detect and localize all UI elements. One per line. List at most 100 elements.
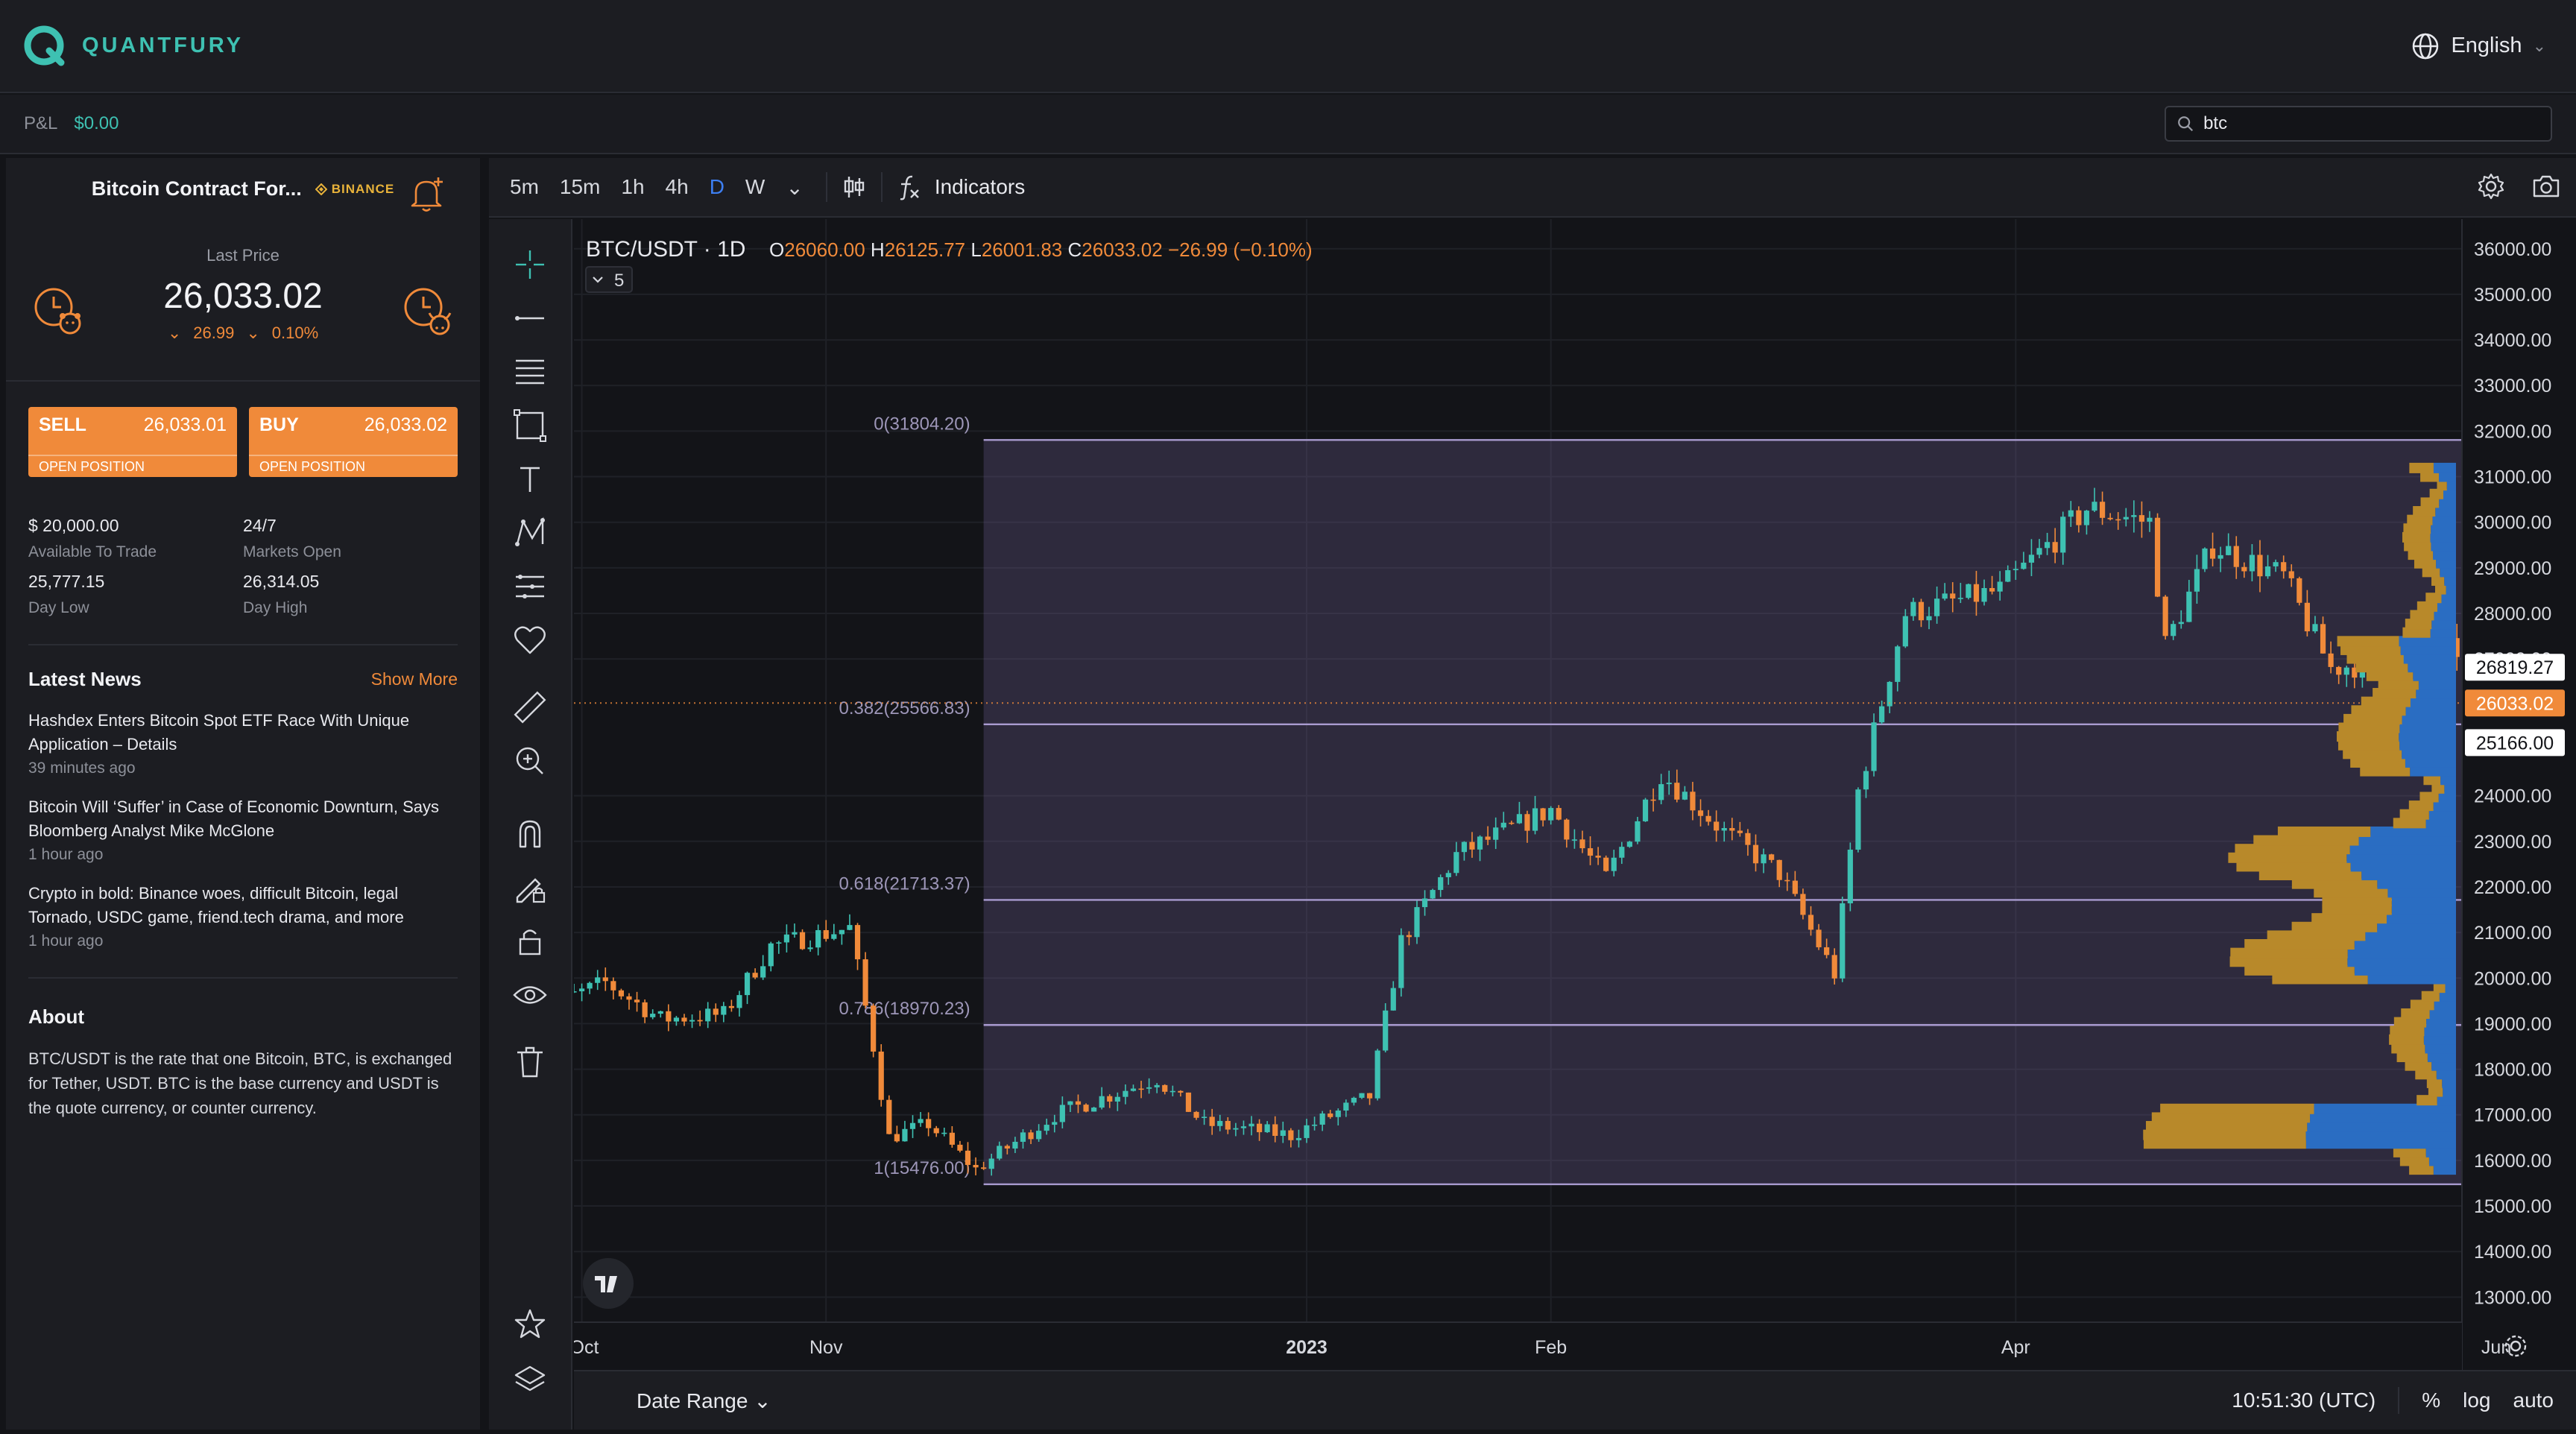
indicators-label: Indicators: [934, 175, 1026, 198]
price-chart[interactable]: RLZZone de Dead Cat BounceRLZ 0(31804.20…: [574, 219, 2576, 1370]
forecast-icon[interactable]: [510, 566, 550, 607]
candle-body: [1123, 1090, 1128, 1097]
candle-body: [634, 999, 640, 1002]
time-axis[interactable]: OctNov2023FebAprJunAugSepNov2024: [574, 1258, 2576, 1370]
candle-body: [1233, 1128, 1239, 1130]
zoom-in-icon[interactable]: [510, 741, 550, 781]
candle-body: [1942, 593, 1948, 599]
price-badge: [2465, 689, 2565, 717]
camera-icon[interactable]: [2531, 171, 2561, 201]
vp-bar-sell: [2414, 558, 2437, 569]
candle-body: [1800, 894, 1806, 915]
rectangle-icon[interactable]: [510, 405, 550, 446]
pattern-icon[interactable]: [510, 513, 550, 553]
vp-bar-buy: [2391, 904, 2456, 915]
lock-icon[interactable]: [510, 921, 550, 961]
timeframe-4h[interactable]: 4h: [665, 175, 689, 198]
candle-body: [894, 1134, 900, 1142]
auto-scale-toggle[interactable]: auto: [2513, 1389, 2554, 1412]
vp-bar-sell: [2389, 1034, 2424, 1045]
candle-body: [2083, 511, 2090, 525]
account-bar: P&L $0.00: [0, 95, 2576, 154]
price-badge-label: 26819.27: [2476, 657, 2554, 678]
settings-gear-icon[interactable]: [2476, 171, 2506, 201]
sell-bear-button[interactable]: [28, 282, 88, 341]
language-selector[interactable]: English ⌄: [2411, 31, 2554, 61]
magnet-icon[interactable]: [510, 814, 550, 854]
timeframe-15m[interactable]: 15m: [559, 175, 601, 198]
vp-bar-buy: [2377, 878, 2456, 889]
lock-drawing-icon[interactable]: [510, 868, 550, 908]
vp-bar-sell: [2423, 774, 2441, 786]
ruler-icon[interactable]: [510, 687, 550, 727]
vp-bar-sell: [2160, 1103, 2314, 1114]
text-icon[interactable]: [510, 459, 550, 499]
log-scale-toggle[interactable]: log: [2463, 1389, 2491, 1412]
vp-bar-sell: [2361, 696, 2411, 707]
star-icon[interactable]: [510, 1304, 550, 1345]
show-more-link[interactable]: Show More: [370, 669, 458, 689]
vp-bar-sell: [2366, 670, 2414, 681]
vp-bar-sell: [2416, 601, 2437, 612]
gear-core: [2510, 1340, 2522, 1352]
timeframe-5m[interactable]: 5m: [510, 175, 539, 198]
search-input[interactable]: [2203, 113, 2540, 134]
date-range-button[interactable]: Date Range ⌄: [596, 1389, 771, 1413]
vp-bar-buy: [2402, 748, 2456, 759]
heart-icon[interactable]: [510, 620, 550, 660]
price-alert-button[interactable]: [405, 173, 447, 215]
eye-icon[interactable]: [510, 975, 550, 1015]
fib-level-label: 0.786(18970.23): [839, 999, 970, 1019]
price-tick-label: 14000.00: [2474, 1242, 2551, 1263]
percent-scale-toggle[interactable]: %: [2422, 1389, 2441, 1412]
quantfury-logo-icon: [22, 24, 67, 69]
candle-body: [1335, 1111, 1341, 1117]
candle-body: [1721, 827, 1727, 831]
crosshair-icon[interactable]: [510, 244, 550, 285]
buy-bull-button[interactable]: [398, 282, 458, 341]
indicators-button[interactable]: Indicators: [894, 172, 1025, 202]
news-item[interactable]: Hashdex Enters Bitcoin Spot ETF Race Wit…: [6, 691, 480, 777]
vp-bar-buy: [2431, 1060, 2456, 1071]
timeframe-1h[interactable]: 1h: [621, 175, 645, 198]
candle-body: [2147, 517, 2153, 522]
vp-bar-sell: [2402, 627, 2431, 638]
candle-body: [815, 929, 821, 948]
trend-line-icon[interactable]: [510, 298, 550, 338]
price-axis[interactable]: 36000.00 35000.00 34000.00 33000.00 32000.00…: [2461, 219, 2576, 1370]
timeframe-d[interactable]: D: [709, 175, 724, 198]
vp-bar-sell: [2244, 939, 2355, 950]
news-item[interactable]: Crypto in bold: Binance woes, difficult …: [6, 864, 480, 950]
trash-icon[interactable]: [510, 1042, 550, 1082]
language-label: English: [2451, 34, 2522, 57]
vp-bar-sell: [2399, 1155, 2429, 1166]
candle-body: [713, 1008, 719, 1015]
vp-bar-sell: [2437, 480, 2447, 491]
fib-retracement-icon[interactable]: [510, 352, 550, 392]
pnl-summary: P&L $0.00: [24, 113, 119, 134]
news-item[interactable]: Bitcoin Will ‘Suffer’ in Case of Economi…: [6, 777, 480, 864]
candles-icon[interactable]: [839, 172, 869, 202]
timeframe-dropdown-chevron-icon[interactable]: ⌄: [786, 175, 804, 199]
timeframe-w[interactable]: W: [745, 175, 765, 198]
search-box[interactable]: [2165, 106, 2552, 142]
fib-level-label: 0.382(25566.83): [839, 698, 970, 718]
candle-body: [1831, 955, 1837, 979]
vp-bar-sell: [2405, 619, 2432, 630]
candle-body: [1950, 593, 1956, 599]
vp-bar-buy: [2445, 982, 2456, 994]
gear-teeth: [2504, 1335, 2527, 1357]
candle-body: [2060, 517, 2066, 553]
candle-body: [1761, 854, 1767, 864]
axis-settings-gear-icon[interactable]: [2504, 1335, 2527, 1357]
candle-body: [1784, 879, 1790, 882]
candle-body: [650, 1014, 656, 1017]
indicator-toggle-box[interactable]: [585, 266, 633, 293]
layers-icon[interactable]: [510, 1359, 550, 1400]
brand[interactable]: QUANTFURY: [22, 24, 244, 69]
sell-button[interactable]: SELL 26,033.01 OPEN POSITION: [28, 407, 237, 477]
vp-bar-buy: [2442, 1077, 2456, 1088]
indicator-toggle[interactable]: 5: [585, 266, 633, 293]
buy-button[interactable]: BUY 26,033.02 OPEN POSITION: [249, 407, 458, 477]
vp-bar-sell: [2426, 1077, 2443, 1088]
